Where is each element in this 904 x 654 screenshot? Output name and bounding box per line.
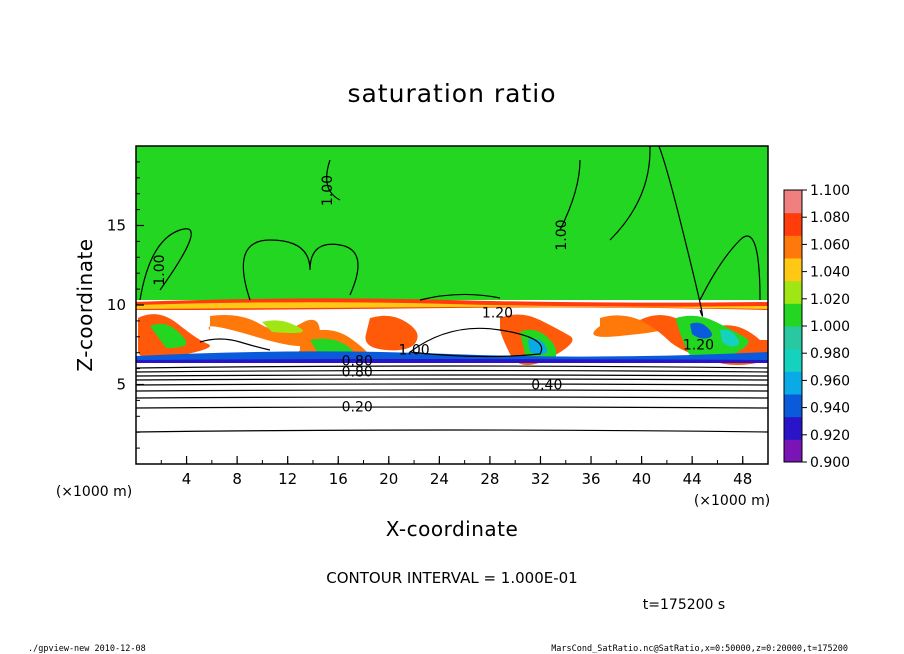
x-tick-label: 12 (278, 470, 297, 488)
colorbar-label: 1.000 (810, 319, 850, 335)
x-tick-label: 48 (733, 470, 752, 488)
contour-label: 0.20 (342, 400, 373, 416)
contour-interval: CONTOUR INTERVAL = 1.000E-01 (326, 569, 577, 587)
contour-label: 1.00 (152, 254, 168, 285)
colorbar-label: 1.020 (810, 292, 850, 308)
x-axis-label: X-coordinate (386, 517, 519, 541)
x-tick-label: 40 (632, 470, 651, 488)
x-tick-label: 16 (329, 470, 348, 488)
x-tick-label: 4 (182, 470, 192, 488)
contour-label: 1.00 (320, 175, 336, 206)
colorbar-segment (784, 280, 802, 304)
colorbar-label: 0.960 (810, 373, 850, 389)
x-tick-label: 28 (480, 470, 499, 488)
y-tick-label: 5 (116, 376, 126, 394)
x-axis-ticks: 4 8 12 16 20 24 28 32 36 40 44 48 (160, 456, 752, 488)
contour-label: 1.20 (482, 306, 513, 322)
colorbar-label: 0.920 (810, 428, 850, 444)
colorbar-segment (784, 235, 802, 259)
chart-title: saturation ratio (347, 79, 556, 108)
colorbar-label: 0.940 (810, 401, 850, 417)
colorbar-label: 0.980 (810, 346, 850, 362)
contour-lines (136, 146, 768, 433)
contour-label: 1.20 (683, 338, 714, 354)
x-tick-label: 44 (683, 470, 702, 488)
colorbar-segment (784, 348, 802, 372)
y-axis-ticks: 5 10 15 (107, 161, 144, 449)
colorbar-segment (784, 303, 802, 327)
x-tick-label: 36 (581, 470, 600, 488)
upper-green-region (136, 146, 768, 306)
colorbar-label: 1.100 (810, 183, 850, 199)
footer-left: ./gpview-new 2010-12-08 (28, 644, 146, 654)
x-tick-label: 8 (232, 470, 242, 488)
colorbar-segment (784, 439, 802, 463)
contour-labels: 1.00 1.00 1.00 1.20 1.00 1.20 0.800.80 0.40 0.20 (152, 175, 714, 416)
contour-label: 1.00 (554, 219, 570, 250)
footer-right: MarsCond_SatRatio.nc@SatRatio,x=0:50000,… (551, 644, 848, 654)
y-tick-label: 10 (107, 296, 126, 314)
colorbar-segment (784, 394, 802, 418)
contour-label: 0.40 (531, 377, 562, 393)
y-tick-label: 15 (107, 217, 126, 235)
x-tick-label: 32 (531, 470, 550, 488)
colorbar-segment (784, 416, 802, 440)
y-axis-label: Z-coordinate (73, 238, 97, 371)
x-tick-label: 20 (379, 470, 398, 488)
colorbar-segment (784, 258, 802, 282)
colorbar-segment (784, 212, 802, 236)
x-axis-unit: (×1000 m) (694, 493, 770, 509)
contour-label: 0.80 (342, 353, 373, 369)
colorbar: 1.100 1.080 1.060 1.040 1.020 1.000 0.980 0.960… (783, 183, 850, 471)
z-axis-unit: (×1000 m) (56, 484, 132, 500)
colorbar-label: 1.040 (810, 265, 850, 281)
band-edge-colors (136, 298, 768, 366)
colorbar-label: 1.060 (810, 237, 850, 253)
time-label: t=175200 s (643, 597, 725, 613)
colorbar-segment (784, 326, 802, 350)
colorbar-segment (784, 371, 802, 395)
x-tick-label: 24 (430, 470, 449, 488)
plot-area: 1.00 1.00 1.00 1.20 1.00 1.20 0.800.80 0.40 0.20 (136, 146, 768, 433)
colorbar-segment (784, 190, 802, 214)
contour-label: 1.00 (398, 342, 429, 358)
colorbar-label: 1.080 (810, 210, 850, 226)
colorbar-label: 0.900 (810, 455, 850, 471)
contour-label: 0.80 (342, 365, 373, 381)
